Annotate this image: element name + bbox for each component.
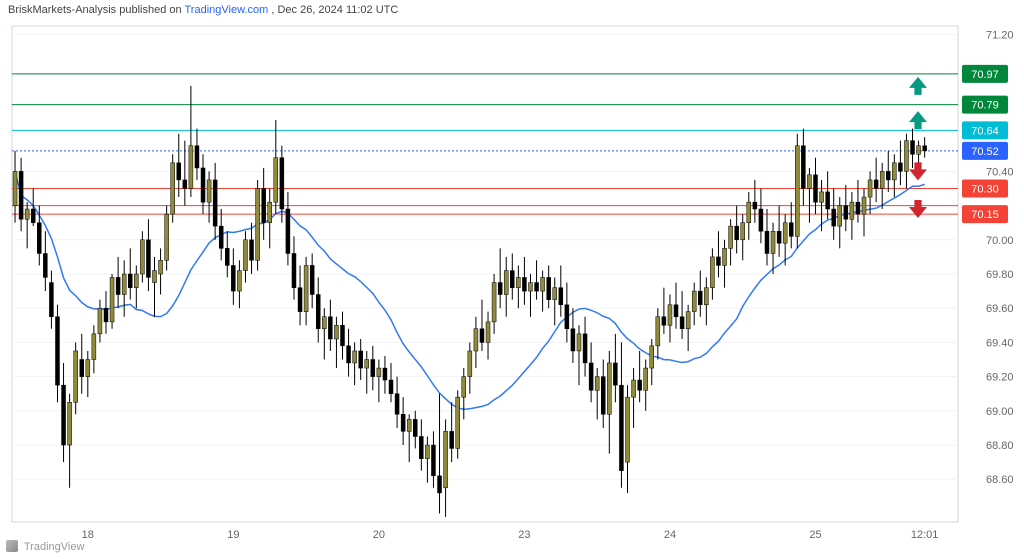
svg-text:70.52: 70.52 <box>971 146 999 158</box>
tradingview-logo-icon <box>6 540 18 552</box>
svg-text:70.15: 70.15 <box>971 209 999 221</box>
watermark-text: TradingView <box>24 541 85 553</box>
svg-text:69.20: 69.20 <box>986 372 1014 384</box>
svg-text:69.40: 69.40 <box>986 337 1014 349</box>
candlestick-chart: 68.60 68.80 69.00 69.20 69.40 69.60 69.80 70.00… <box>0 0 1024 559</box>
svg-text:68.60: 68.60 <box>986 474 1014 486</box>
svg-text:12:01: 12:01 <box>911 529 939 541</box>
svg-text:70.00: 70.00 <box>986 235 1014 247</box>
svg-text:68.80: 68.80 <box>986 440 1014 452</box>
svg-text:25: 25 <box>809 529 821 541</box>
svg-text:70.64: 70.64 <box>971 125 999 137</box>
svg-text:69.60: 69.60 <box>986 303 1014 315</box>
svg-text:19: 19 <box>227 529 239 541</box>
svg-text:70.30: 70.30 <box>971 183 999 195</box>
svg-text:23: 23 <box>518 529 530 541</box>
svg-text:69.80: 69.80 <box>986 269 1014 281</box>
svg-text:20: 20 <box>373 529 385 541</box>
svg-text:70.97: 70.97 <box>971 69 999 81</box>
watermark: TradingView <box>6 540 84 553</box>
svg-text:70.40: 70.40 <box>986 166 1014 178</box>
svg-text:24: 24 <box>664 529 676 541</box>
svg-text:71.20: 71.20 <box>986 30 1014 42</box>
chart-screenshot: BriskMarkets-Analysis published on Tradi… <box>0 0 1024 559</box>
svg-text:69.00: 69.00 <box>986 406 1014 418</box>
svg-text:70.79: 70.79 <box>971 100 999 112</box>
